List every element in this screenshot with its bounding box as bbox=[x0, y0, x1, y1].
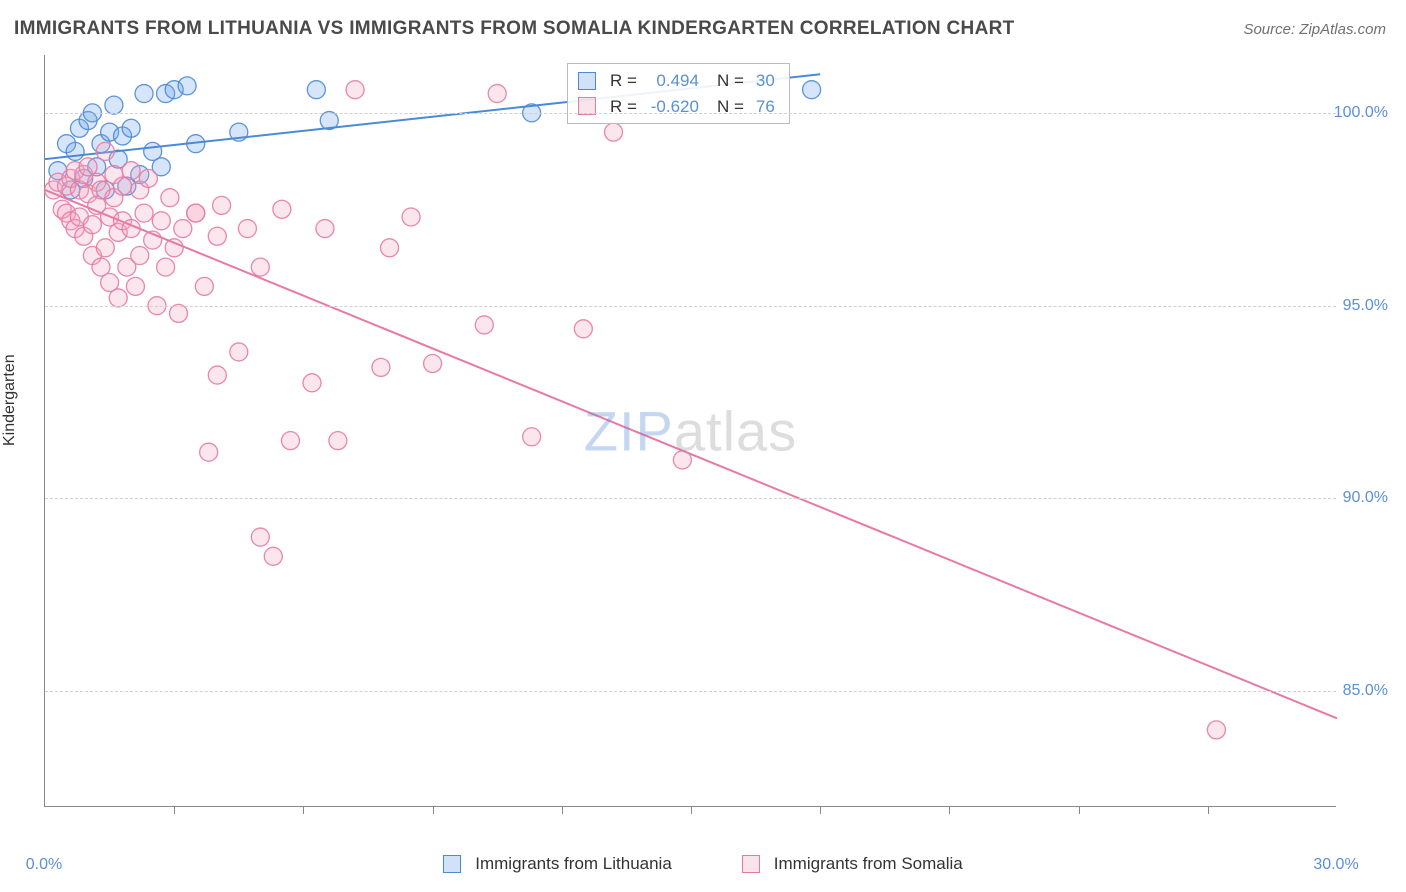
data-point bbox=[264, 547, 282, 565]
legend-swatch bbox=[578, 72, 596, 90]
data-point bbox=[329, 432, 347, 450]
data-point bbox=[139, 169, 157, 187]
x-tick bbox=[691, 806, 692, 814]
data-point bbox=[126, 277, 144, 295]
scatter-svg bbox=[45, 55, 1336, 806]
data-point bbox=[165, 239, 183, 257]
legend-swatch bbox=[443, 855, 461, 873]
data-point bbox=[238, 220, 256, 238]
grid-line bbox=[45, 113, 1336, 114]
data-point bbox=[475, 316, 493, 334]
legend-swatch bbox=[742, 855, 760, 873]
data-point bbox=[208, 366, 226, 384]
legend-row: R =-0.620N =76 bbox=[578, 94, 775, 120]
data-point bbox=[424, 355, 442, 373]
data-point bbox=[178, 77, 196, 95]
data-point bbox=[122, 119, 140, 137]
data-point bbox=[251, 528, 269, 546]
legend-item: Immigrants from Lithuania bbox=[443, 854, 672, 874]
grid-line bbox=[45, 691, 1336, 692]
grid-line bbox=[45, 498, 1336, 499]
y-tick-label: 95.0% bbox=[1343, 297, 1388, 315]
stats-legend-box: R =0.494N =30R =-0.620N =76 bbox=[567, 63, 790, 124]
data-point bbox=[488, 85, 506, 103]
data-point bbox=[170, 304, 188, 322]
legend-row: R =0.494N =30 bbox=[578, 68, 775, 94]
data-point bbox=[83, 216, 101, 234]
y-tick-label: 85.0% bbox=[1343, 682, 1388, 700]
data-point bbox=[281, 432, 299, 450]
data-point bbox=[402, 208, 420, 226]
data-point bbox=[131, 247, 149, 265]
data-point bbox=[251, 258, 269, 276]
data-point bbox=[195, 277, 213, 295]
data-point bbox=[307, 81, 325, 99]
data-point bbox=[161, 189, 179, 207]
x-tick bbox=[1208, 806, 1209, 814]
data-point bbox=[152, 212, 170, 230]
x-tick bbox=[1079, 806, 1080, 814]
data-point bbox=[230, 343, 248, 361]
data-point bbox=[135, 204, 153, 222]
x-tick bbox=[174, 806, 175, 814]
legend-label: Immigrants from Lithuania bbox=[475, 854, 672, 874]
y-tick-label: 90.0% bbox=[1343, 489, 1388, 507]
data-point bbox=[604, 123, 622, 141]
legend-item: Immigrants from Somalia bbox=[742, 854, 963, 874]
data-point bbox=[187, 204, 205, 222]
data-point bbox=[213, 196, 231, 214]
chart-title: IMMIGRANTS FROM LITHUANIA VS IMMIGRANTS … bbox=[14, 18, 1015, 40]
data-point bbox=[273, 200, 291, 218]
data-point bbox=[208, 227, 226, 245]
x-tick bbox=[303, 806, 304, 814]
data-point bbox=[157, 258, 175, 276]
data-point bbox=[122, 162, 140, 180]
y-axis-label: Kindergarten bbox=[1, 354, 19, 446]
data-point bbox=[66, 142, 84, 160]
x-tick bbox=[433, 806, 434, 814]
legend-label: Immigrants from Somalia bbox=[774, 854, 963, 874]
x-tick bbox=[562, 806, 563, 814]
x-tick-label: 0.0% bbox=[26, 856, 62, 874]
trend-line bbox=[45, 190, 1337, 718]
data-point bbox=[96, 142, 114, 160]
data-point bbox=[1207, 721, 1225, 739]
data-point bbox=[135, 85, 153, 103]
grid-line bbox=[45, 306, 1336, 307]
data-point bbox=[96, 239, 114, 257]
x-tick bbox=[820, 806, 821, 814]
data-point bbox=[303, 374, 321, 392]
data-point bbox=[109, 289, 127, 307]
series-legend: Immigrants from Lithuania Immigrants from… bbox=[0, 854, 1406, 874]
data-point bbox=[381, 239, 399, 257]
data-point bbox=[174, 220, 192, 238]
data-point bbox=[346, 81, 364, 99]
source-label: Source: ZipAtlas.com bbox=[1243, 21, 1386, 38]
data-point bbox=[105, 96, 123, 114]
data-point bbox=[316, 220, 334, 238]
data-point bbox=[574, 320, 592, 338]
y-tick-label: 100.0% bbox=[1334, 104, 1388, 122]
x-tick-label: 30.0% bbox=[1313, 856, 1358, 874]
data-point bbox=[523, 428, 541, 446]
data-point bbox=[803, 81, 821, 99]
data-point bbox=[372, 358, 390, 376]
x-tick bbox=[949, 806, 950, 814]
chart-plot-area: ZIPatlas R =0.494N =30R =-0.620N =76 bbox=[44, 55, 1336, 807]
data-point bbox=[200, 443, 218, 461]
